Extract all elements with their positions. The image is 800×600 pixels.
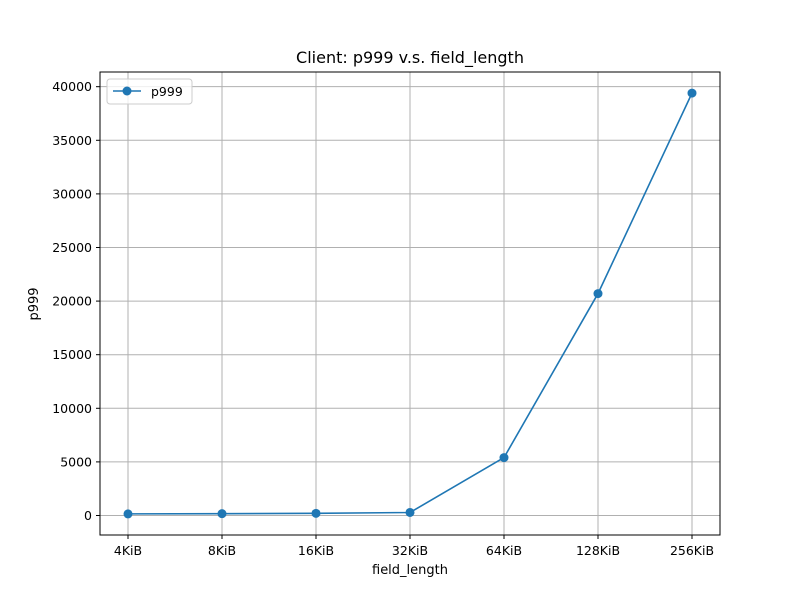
tick-layer: 4KiB 8KiB 16KiB 32KiB 64KiB 128KiB 256KiB 0 5000…	[52, 79, 714, 558]
legend-label: p999	[151, 84, 183, 99]
plot-frame	[99, 71, 721, 536]
x-tick-label: 32KiB	[392, 543, 428, 558]
grid-layer	[100, 72, 720, 535]
y-tick-label: 30000	[52, 186, 92, 201]
y-tick-label: 15000	[52, 347, 92, 362]
data-point	[593, 289, 603, 299]
x-tick-label: 128KiB	[576, 543, 620, 558]
y-axis-label: p999	[27, 287, 42, 320]
legend-marker	[122, 86, 132, 96]
series-layer	[123, 88, 697, 519]
legend: p999	[106, 78, 193, 105]
data-point	[123, 509, 133, 519]
y-tick-label: 25000	[52, 240, 92, 255]
x-tick-label: 16KiB	[298, 543, 334, 558]
x-tick-label: 8KiB	[208, 543, 236, 558]
data-point	[499, 453, 509, 463]
y-tick-label: 0	[84, 508, 92, 523]
y-tick-label: 20000	[52, 294, 92, 309]
x-tick-label: 4KiB	[114, 543, 142, 558]
data-point	[405, 507, 415, 517]
y-tick-label: 40000	[52, 79, 92, 94]
x-tick-label: 64KiB	[486, 543, 522, 558]
x-tick-label: 256KiB	[670, 543, 714, 558]
data-point	[311, 508, 321, 518]
legend-box	[106, 78, 193, 105]
y-tick-label: 5000	[60, 454, 92, 469]
y-tick-label: 35000	[52, 133, 92, 148]
x-axis-label: field_length	[372, 563, 448, 578]
y-tick-label: 10000	[52, 401, 92, 416]
data-point	[217, 509, 227, 519]
data-point	[687, 88, 697, 98]
chart-title: Client: p999 v.s. field_length	[296, 48, 524, 68]
